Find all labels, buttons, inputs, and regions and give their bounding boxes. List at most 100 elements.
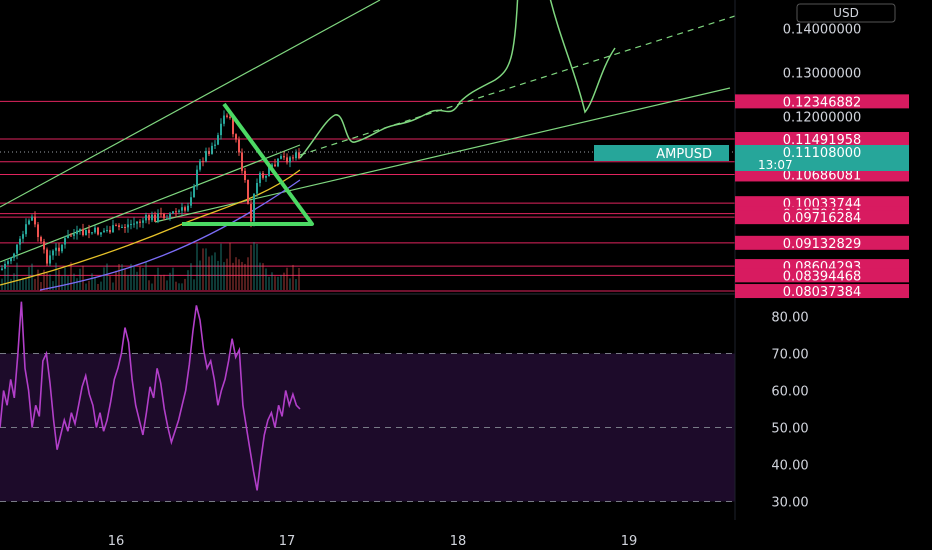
candlesticks [1, 110, 300, 271]
price-level-value: 0.11491958 [783, 133, 862, 148]
rsi-axis-label: 60.00 [771, 385, 808, 400]
price-axis-label: 0.14000000 [783, 23, 862, 38]
candle-body [220, 123, 222, 136]
currency-selector[interactable]: USD [796, 3, 896, 23]
candle-body [142, 220, 144, 223]
volume-bar [160, 275, 162, 290]
candle-body [154, 214, 156, 222]
candle-body [151, 214, 153, 221]
candle-body [22, 234, 24, 239]
volume-bar [295, 279, 297, 290]
candle-body [64, 238, 66, 245]
price-level-badge-bg [735, 196, 909, 211]
candle-body [31, 216, 33, 221]
ticker-badge-tag [594, 145, 729, 161]
volume-bar [97, 283, 99, 290]
volume-bar [115, 270, 117, 290]
candle-body [217, 135, 219, 145]
candle-body [199, 161, 201, 170]
currency-label: USD [833, 6, 859, 20]
candle-body [286, 157, 288, 163]
price-level-badge-bg [735, 131, 909, 146]
candle-body [88, 229, 90, 234]
candle-body [190, 197, 192, 206]
candle-countdown: 13:07 [758, 158, 793, 172]
candle-body [259, 173, 261, 183]
projection-line [299, 0, 616, 159]
candle-body [226, 115, 228, 117]
candle-body [283, 156, 285, 158]
volume-bar [157, 267, 159, 290]
candle-body [115, 225, 117, 227]
candle-body [211, 145, 213, 154]
candle-body [205, 151, 207, 162]
candle-body [265, 175, 267, 178]
volume-bar [100, 281, 102, 290]
candle-body [46, 249, 48, 264]
rsi-axis-label: 40.00 [771, 459, 808, 474]
candle-body [214, 144, 216, 146]
price-level-badge: 0.08037384 [735, 284, 909, 300]
volume-bar [283, 272, 285, 290]
volume-bar [10, 278, 12, 290]
candle-body [49, 255, 51, 264]
candle-body [184, 207, 186, 211]
ticker-badge[interactable]: AMPUSD 0.11108000 13:07 [594, 145, 909, 172]
current-price-value: 0.11108000 [783, 146, 862, 161]
volume-bar [166, 280, 168, 290]
price-level-badge: 0.11491958 [735, 131, 909, 148]
volume-bar [22, 277, 24, 290]
candle-body [10, 257, 12, 262]
price-level-badge: 0.08394468 [735, 268, 909, 284]
candle-body [70, 235, 72, 237]
trend-lines [0, 0, 736, 263]
candle-body [208, 151, 210, 154]
volume-bar [55, 262, 57, 290]
candle-body [127, 224, 129, 228]
volume-bar [67, 276, 69, 290]
volume-bar [70, 262, 72, 290]
volume-bar [121, 264, 123, 290]
candle-body [94, 227, 96, 233]
volume-bar [169, 272, 171, 290]
volume-bar [235, 257, 237, 290]
candle-body [238, 139, 240, 153]
price-level-badge-bg [735, 284, 909, 299]
volume-bar [145, 262, 147, 290]
volume-bar [256, 243, 258, 290]
price-badge [735, 145, 909, 171]
candle-body [103, 230, 105, 233]
volume-bar [178, 283, 180, 290]
trend-line [0, 144, 301, 263]
volume-bar [118, 264, 120, 290]
volume-bar [64, 267, 66, 290]
volume-bar [241, 261, 243, 290]
volume-bar [49, 274, 51, 290]
candle-body [163, 213, 165, 219]
volume-bar [127, 274, 129, 290]
volume-bar [289, 278, 291, 290]
volume-bar [232, 262, 234, 290]
candle-body [97, 227, 99, 235]
volume-bar [37, 269, 39, 290]
candle-body [28, 220, 30, 225]
price-level-badge-bg [735, 268, 909, 283]
volume-bar [133, 265, 135, 290]
volume-bar [142, 268, 144, 290]
volume-bar [280, 274, 282, 290]
candle-body [82, 229, 84, 236]
time-axis-label: 18 [450, 534, 467, 549]
volume-bar [181, 283, 183, 290]
volume-bar [172, 267, 174, 290]
candle-body [109, 230, 111, 233]
volume-bar [223, 262, 225, 290]
rsi-axis-label: 70.00 [771, 348, 808, 363]
volume-bars [1, 242, 300, 290]
price-level-badge: 0.12346882 [735, 94, 909, 110]
candle-body [106, 230, 108, 232]
candle-body [13, 253, 15, 258]
candle-body [121, 226, 123, 228]
candle-body [61, 244, 63, 252]
volume-bar [94, 277, 96, 290]
price-level-badge-bg [735, 94, 909, 109]
